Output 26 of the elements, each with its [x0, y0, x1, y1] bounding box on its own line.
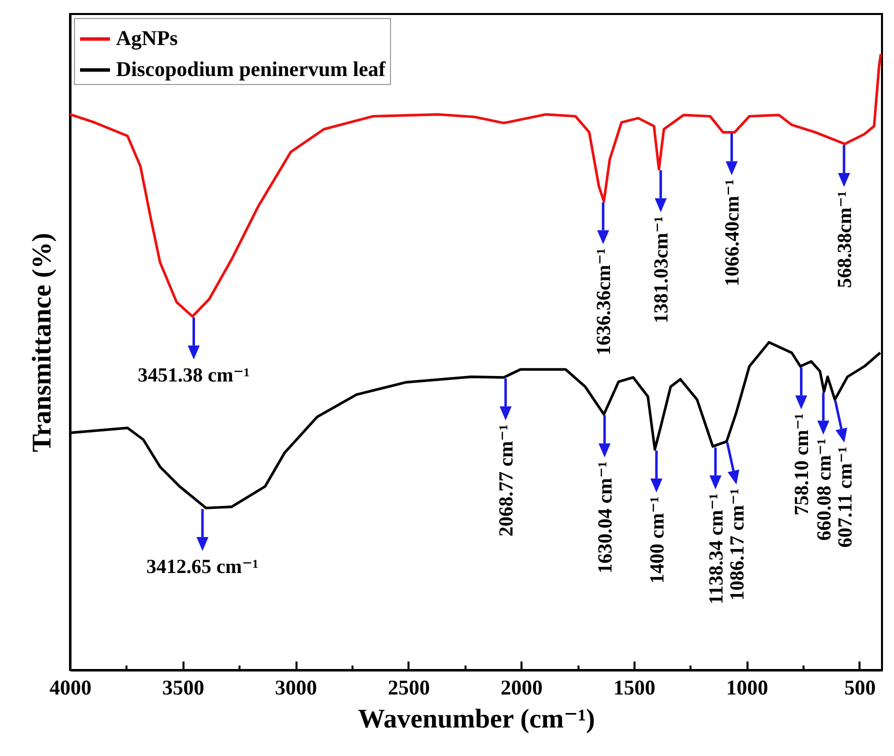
annotation: 3412.65 cm⁻¹ [146, 556, 259, 578]
x-tick-label: 2500 [388, 676, 430, 700]
legend-label: AgNPs [116, 26, 178, 50]
x-tick-label: 500 [844, 676, 876, 700]
annotation: 2068.77 cm⁻¹ [496, 424, 518, 537]
x-tick-label: 4000 [50, 676, 92, 700]
x-tick-label: 2000 [500, 676, 543, 700]
x-axis-title: Wavenumber (cm⁻¹) [358, 704, 596, 734]
annotation: 1400 cm⁻¹ [646, 496, 668, 584]
annotation: 607.11 cm⁻¹ [834, 446, 856, 548]
x-tick-label: 1000 [726, 676, 768, 700]
annotation: 1066.40cm⁻¹ [722, 179, 744, 286]
y-axis-title: Transmittance (%) [26, 232, 56, 452]
annotation: 1630.04 cm⁻¹ [594, 461, 617, 574]
x-tick-label: 3500 [162, 676, 204, 700]
x-tick-label: 1500 [613, 676, 656, 700]
annotation: 3451.38 cm⁻¹ [138, 364, 250, 386]
x-tick-label: 3000 [275, 676, 318, 700]
legend-label: Discopodium peninervum leaf [116, 57, 387, 81]
annotation: 1636.36cm⁻¹ [593, 248, 616, 356]
annotation: 660.08 cm⁻¹ [813, 438, 836, 541]
annotation: 1086.17 cm⁻¹ [726, 488, 748, 601]
annotation: 568.38cm⁻¹ [834, 190, 856, 288]
annotation: 758.10 cm⁻¹ [791, 413, 814, 516]
annotation: 1138.34 cm⁻¹ [705, 493, 728, 604]
annotation: 1381.03cm⁻¹ [650, 216, 673, 324]
